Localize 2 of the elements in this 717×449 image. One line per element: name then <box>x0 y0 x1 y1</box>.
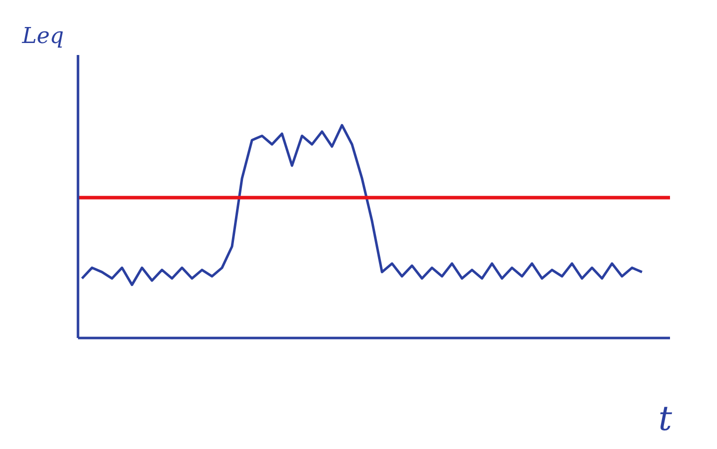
x-axis-title: t <box>658 399 672 439</box>
y-axis-title: Leq <box>21 24 64 49</box>
